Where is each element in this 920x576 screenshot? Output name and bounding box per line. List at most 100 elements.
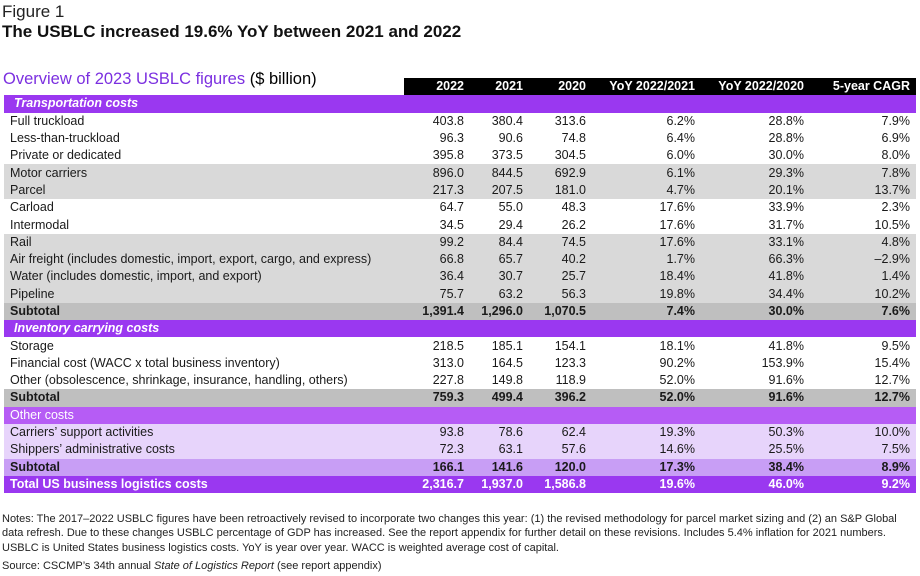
table-row: Carriers’ support activities 93.8 78.6 62.4… (4, 423, 916, 442)
cell-value: 36.4 (404, 268, 470, 286)
cell-value: 75.7 (404, 285, 470, 303)
cell-value: 154.1 (529, 337, 592, 355)
figure-label: Figure 1 (2, 2, 65, 21)
cell-value: 12.7% (810, 372, 916, 390)
cell-value: 218.5 (404, 337, 470, 355)
cell-value (404, 95, 470, 113)
cell-value: 48.3 (529, 199, 592, 217)
row-label: Financial cost (WACC x total business in… (4, 354, 404, 373)
cell-value: 19.6% (592, 475, 701, 494)
cell-value (701, 95, 810, 113)
cell-value: 118.9 (529, 372, 592, 390)
cell-value: 55.0 (470, 199, 529, 217)
cell-value: 78.6 (470, 423, 529, 442)
cell-value: 84.4 (470, 233, 529, 251)
cell-value: 185.1 (470, 337, 529, 355)
cell-value: 31.7% (701, 216, 810, 234)
cell-value (701, 406, 810, 424)
cell-value: 1,070.5 (529, 302, 592, 321)
row-label: Intermodal (4, 216, 404, 234)
cell-value: 17.3% (592, 458, 701, 476)
cell-value: 63.1 (470, 441, 529, 459)
cell-value: 25.7 (529, 268, 592, 286)
cell-value: 33.1% (701, 233, 810, 251)
cell-value: 9.5% (810, 337, 916, 355)
cell-value: 93.8 (404, 423, 470, 442)
cell-value (701, 320, 810, 338)
cell-value: 217.3 (404, 181, 470, 200)
row-label: Subtotal (4, 458, 404, 476)
source-suffix: (see report appendix) (273, 560, 382, 572)
row-label: Carload (4, 199, 404, 217)
figure-title: The USBLC increased 19.6% YoY between 20… (2, 22, 462, 41)
cell-value: 4.8% (810, 233, 916, 251)
row-label: Inventory carrying costs (4, 320, 404, 338)
cell-value: 65.7 (470, 250, 529, 269)
cell-value: 2.3% (810, 199, 916, 217)
cell-value (404, 406, 470, 424)
cell-value: 26.2 (529, 216, 592, 234)
cell-value: 46.0% (701, 475, 810, 494)
cell-value: 313.6 (529, 112, 592, 130)
row-label: Shippers’ administrative costs (4, 441, 404, 459)
cell-value (810, 406, 916, 424)
table-row: Water (includes domestic, import, and ex… (4, 268, 916, 286)
cell-value: 7.5% (810, 441, 916, 459)
cell-value: 64.7 (404, 199, 470, 217)
cell-value: 56.3 (529, 285, 592, 303)
cell-value: 1,391.4 (404, 302, 470, 321)
table-row: Private or dedicated 395.8 373.5 304.5 6.0% 3… (4, 147, 916, 165)
cell-value: 1.4% (810, 268, 916, 286)
cell-value: 153.9% (701, 354, 810, 373)
cell-value: 57.6 (529, 441, 592, 459)
row-label: Less-than-truckload (4, 129, 404, 148)
cell-value: 66.8 (404, 250, 470, 269)
cell-value: 33.9% (701, 199, 810, 217)
cell-value: 30.0% (701, 147, 810, 165)
cell-value: 10.0% (810, 423, 916, 442)
table-row: Shippers’ administrative costs 72.3 63.1 57… (4, 441, 916, 459)
cell-value: 13.7% (810, 181, 916, 200)
row-label: Subtotal (4, 302, 404, 321)
table-caption-main: Overview of 2023 USBLC figures (3, 70, 246, 88)
cell-value: 692.9 (529, 164, 592, 182)
cell-value: 6.4% (592, 129, 701, 148)
table-header-row: 2022 2021 2020 YoY 2022/2021 YoY 2022/20… (4, 78, 916, 96)
cell-value: 38.4% (701, 458, 810, 476)
table-row: Financial cost (WACC x total business in… (4, 354, 916, 373)
source-report-title: State of Logistics Report (154, 560, 274, 572)
table-row: Full truckload 403.8 380.4 313.6 6.2% 28.8% 7.… (4, 112, 916, 130)
cell-value: 19.8% (592, 285, 701, 303)
cell-value: 74.8 (529, 129, 592, 148)
logistics-costs-table: 2022 2021 2020 YoY 2022/2021 YoY 2022/20… (4, 78, 916, 494)
cell-value: 7.9% (810, 112, 916, 130)
cell-value: –2.9% (810, 250, 916, 269)
cell-value: 4.7% (592, 181, 701, 200)
cell-value: 91.6% (701, 372, 810, 390)
cell-value: 120.0 (529, 458, 592, 476)
cell-value (529, 95, 592, 113)
total-row: Total US business logistics costs 2,316.7… (4, 475, 916, 494)
cell-value: 6.1% (592, 164, 701, 182)
cell-value: 41.8% (701, 268, 810, 286)
cell-value (470, 95, 529, 113)
table-row: Other (obsolescence, shrinkage, insuranc… (4, 372, 916, 390)
cell-value: 8.9% (810, 458, 916, 476)
cell-value (404, 320, 470, 338)
cell-value: 41.8% (701, 337, 810, 355)
cell-value: 304.5 (529, 147, 592, 165)
section-header-row: Other costs (4, 406, 916, 424)
cell-value: 52.0% (592, 389, 701, 407)
table-caption-unit: ($ billion) (245, 70, 317, 88)
table-body: Transportation costs Full truckload 403.8 3… (4, 95, 916, 494)
table-source: Source: CSCMP’s 34th annual State of Log… (2, 560, 382, 572)
cell-value: 18.4% (592, 268, 701, 286)
section-header-row: Inventory carrying costs (4, 320, 916, 338)
cell-value: 227.8 (404, 372, 470, 390)
cell-value: 72.3 (404, 441, 470, 459)
cell-value: 17.6% (592, 233, 701, 251)
cell-value: 6.2% (592, 112, 701, 130)
cell-value: 1,937.0 (470, 475, 529, 494)
cell-value: 30.7 (470, 268, 529, 286)
header-blank-cell (4, 78, 404, 95)
